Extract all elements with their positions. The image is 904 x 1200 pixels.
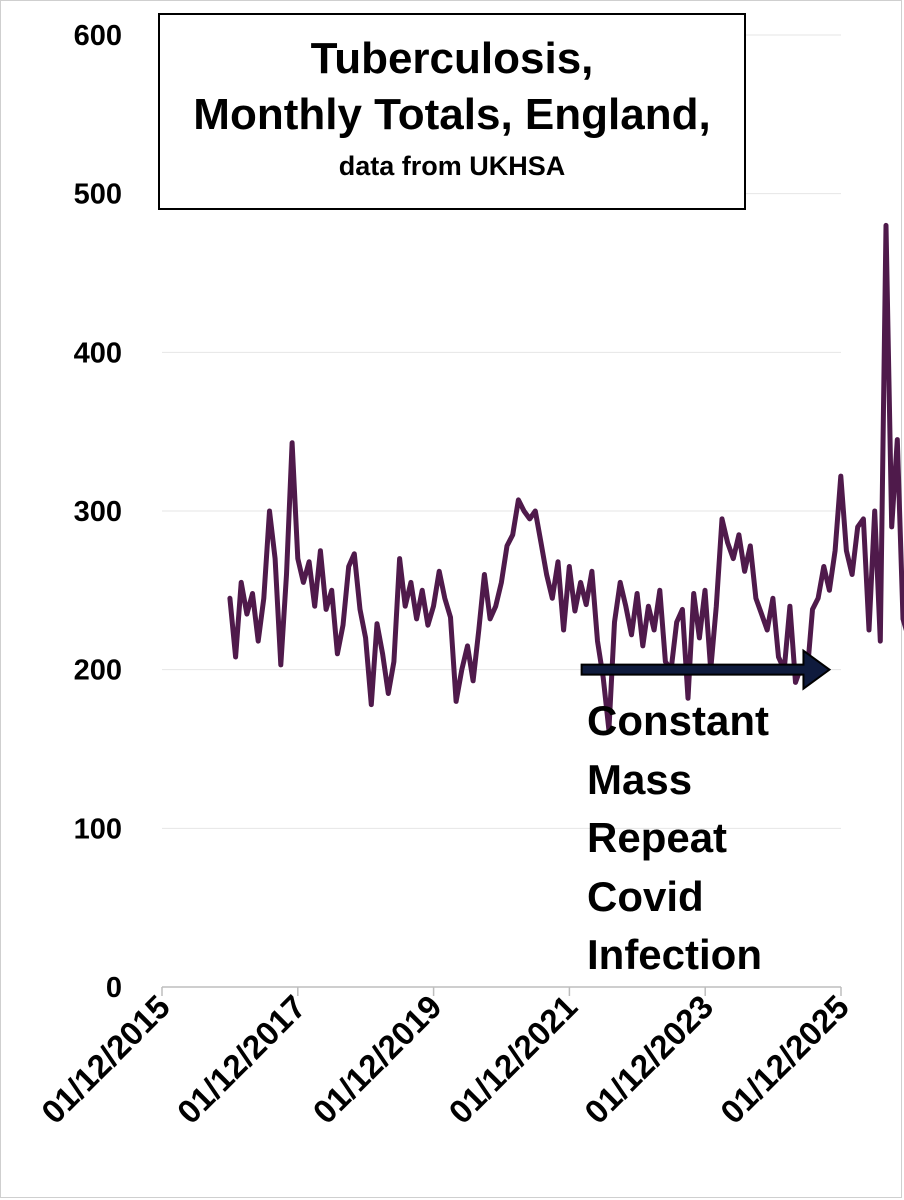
x-tick-label: 01/12/2021 — [441, 988, 584, 1131]
annotation-line: Constant — [587, 697, 769, 744]
annotation-line: Infection — [587, 931, 762, 978]
annotation-arrow — [580, 648, 832, 691]
annotation-line: Repeat — [587, 814, 728, 861]
x-tick-label: 01/12/2019 — [306, 988, 449, 1131]
annotation-line: Mass — [587, 755, 693, 803]
x-tick-label: 01/12/2025 — [713, 988, 856, 1131]
chart-title-box: Tuberculosis, Monthly Totals, England, d… — [158, 13, 746, 210]
y-tick-label: 500 — [74, 179, 122, 211]
y-tick-label: 400 — [74, 337, 122, 369]
y-tick-label: 200 — [74, 655, 122, 687]
y-tick-label: 100 — [74, 813, 122, 845]
x-tick-label: 01/12/2023 — [577, 988, 720, 1131]
y-tick-labels: 0 100 200 300 400 500 600 — [74, 20, 122, 1004]
chart-subtitle: data from UKHSA — [338, 151, 566, 181]
chart-title-line-1: Tuberculosis, — [310, 34, 594, 83]
axes — [161, 986, 842, 996]
x-tick-labels: 01/12/201501/12/201701/12/201901/12/2021… — [34, 988, 856, 1131]
chart-title-line-2: Monthly Totals, England, — [193, 90, 711, 139]
right-arrow-icon — [580, 648, 832, 691]
y-tick-label: 0 — [106, 972, 122, 1004]
annotation-line: Covid — [587, 872, 704, 920]
y-tick-label: 600 — [74, 20, 122, 52]
y-tick-label: 300 — [74, 496, 122, 528]
x-tick-label: 01/12/2017 — [170, 988, 313, 1131]
x-tick-label: 01/12/2015 — [34, 988, 177, 1131]
annotation-text: Constant Mass Repeat Covid Infection — [587, 692, 887, 985]
